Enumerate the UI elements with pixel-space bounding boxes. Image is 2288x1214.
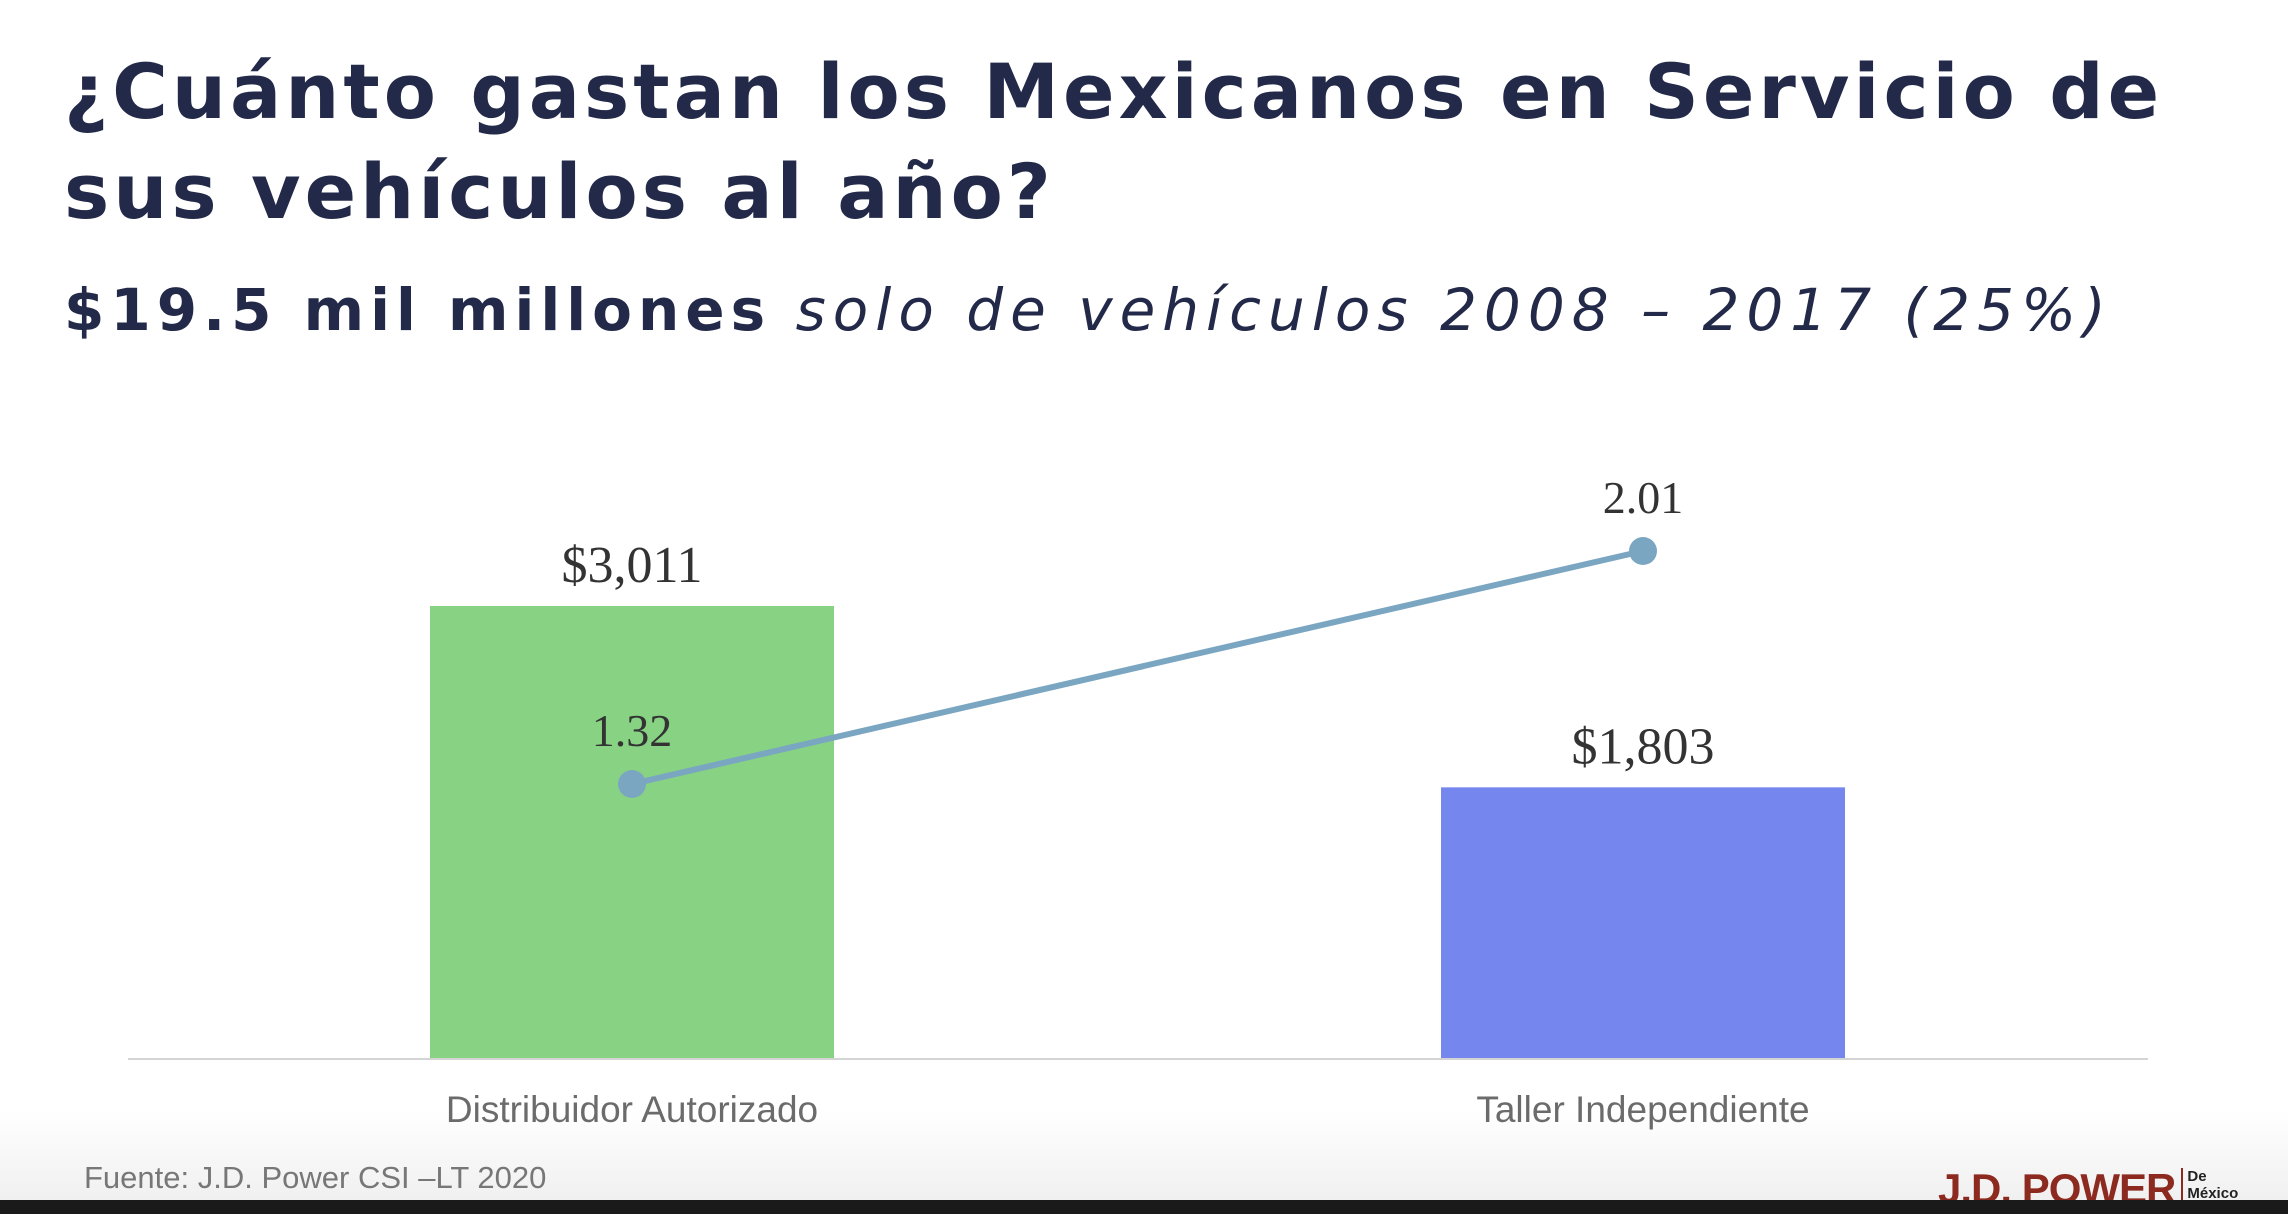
line-point-2 xyxy=(1629,537,1657,565)
subtitle-total-spend: $19.5 mil millones xyxy=(64,276,772,344)
category-label-1: Distribuidor Autorizado xyxy=(446,1089,818,1130)
line-value-label-1: 1.32 xyxy=(592,705,673,756)
bottom-bar xyxy=(0,1200,2288,1214)
bar-1 xyxy=(430,606,834,1058)
line-series xyxy=(631,548,1644,787)
source-note: Fuente: J.D. Power CSI –LT 2020 xyxy=(84,1160,547,1195)
category-label-2: Taller Independiente xyxy=(1476,1089,1809,1130)
slide-subtitle: $19.5 mil millones solo de vehículos 200… xyxy=(64,270,2244,350)
bar-value-label-1: $3,011 xyxy=(561,537,702,594)
logo-sub-line-1: De xyxy=(2187,1168,2207,1185)
subtitle-note: solo de vehículos 2008 – 2017 (25%) xyxy=(795,276,2113,344)
logo-subtext: De México xyxy=(2181,1168,2238,1202)
bar-2 xyxy=(1441,787,1845,1058)
line-value-label-2: 2.01 xyxy=(1603,472,1684,523)
slide-title: ¿Cuánto gastan los Mexicanos en Servicio… xyxy=(64,47,2164,236)
line-point-1 xyxy=(618,770,646,798)
bar-value-label-2: $1,803 xyxy=(1572,718,1715,775)
logo-sub-line-2: México xyxy=(2187,1185,2239,1202)
